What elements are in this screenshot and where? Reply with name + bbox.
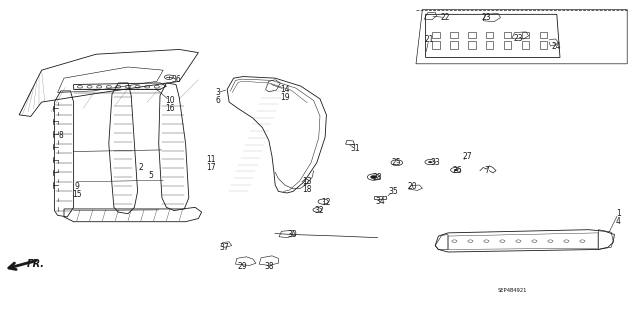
Bar xyxy=(486,41,493,49)
Text: 9: 9 xyxy=(74,182,79,191)
Bar xyxy=(432,32,440,38)
Text: 2: 2 xyxy=(138,163,143,172)
Bar xyxy=(540,32,547,38)
Text: 25: 25 xyxy=(392,158,402,167)
Text: 28: 28 xyxy=(373,173,382,182)
Circle shape xyxy=(371,175,377,179)
Text: 15: 15 xyxy=(72,190,82,199)
Bar xyxy=(522,41,529,49)
Bar xyxy=(468,32,476,38)
Text: 21: 21 xyxy=(424,35,433,44)
Bar xyxy=(432,41,440,49)
Text: 26: 26 xyxy=(452,166,463,175)
Text: 31: 31 xyxy=(350,144,360,153)
Text: 5: 5 xyxy=(148,171,153,180)
Bar xyxy=(468,41,476,49)
Bar xyxy=(504,32,511,38)
Text: 16: 16 xyxy=(164,104,175,113)
Text: FR.: FR. xyxy=(27,259,45,269)
Text: 37: 37 xyxy=(219,243,229,252)
Text: 30: 30 xyxy=(287,230,297,239)
Bar xyxy=(504,41,511,49)
Text: 13: 13 xyxy=(302,177,312,186)
Text: 4: 4 xyxy=(616,217,621,226)
Text: 12: 12 xyxy=(322,198,331,207)
Text: 38: 38 xyxy=(264,262,274,271)
Text: 35: 35 xyxy=(388,187,398,196)
Text: 3: 3 xyxy=(215,88,220,97)
Bar xyxy=(374,196,386,199)
Bar xyxy=(450,32,458,38)
Text: 34: 34 xyxy=(375,197,385,206)
Text: 18: 18 xyxy=(303,185,312,194)
Text: 14: 14 xyxy=(280,85,290,94)
Text: 23: 23 xyxy=(513,34,524,43)
Text: 17: 17 xyxy=(206,163,216,172)
Text: 24: 24 xyxy=(552,42,562,51)
Text: 8: 8 xyxy=(58,131,63,140)
Text: 23: 23 xyxy=(481,13,492,22)
Text: 7: 7 xyxy=(484,166,489,175)
Text: 22: 22 xyxy=(441,13,450,22)
Text: 1: 1 xyxy=(616,209,621,218)
Bar xyxy=(450,41,458,49)
Text: 20: 20 xyxy=(408,182,418,191)
Bar xyxy=(540,41,547,49)
Text: 36: 36 xyxy=(171,75,181,84)
Text: 29: 29 xyxy=(237,262,247,271)
Text: 6: 6 xyxy=(215,96,220,105)
Text: 10: 10 xyxy=(164,96,175,105)
Bar xyxy=(486,32,493,38)
Text: 19: 19 xyxy=(280,93,290,102)
Text: 33: 33 xyxy=(430,158,440,167)
Circle shape xyxy=(454,169,458,171)
Circle shape xyxy=(428,161,432,163)
Text: SEP4B4921: SEP4B4921 xyxy=(497,288,527,293)
Bar xyxy=(522,32,529,38)
Text: 32: 32 xyxy=(314,206,324,215)
Text: 11: 11 xyxy=(207,155,216,164)
Text: 27: 27 xyxy=(462,152,472,161)
